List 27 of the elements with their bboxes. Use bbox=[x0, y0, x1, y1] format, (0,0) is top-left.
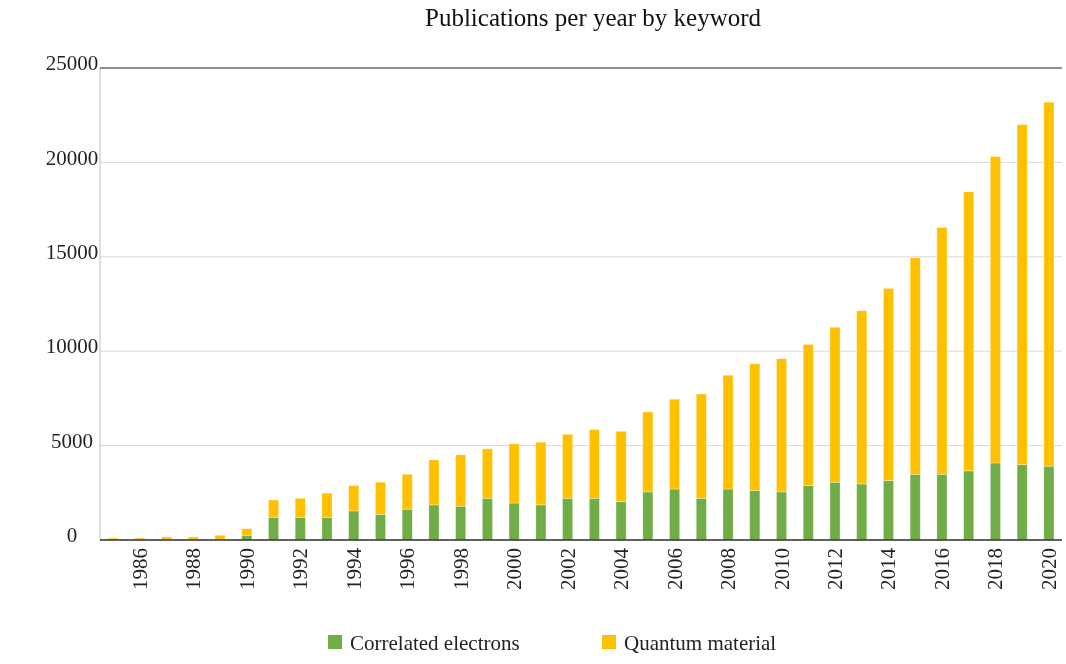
x-tick-label: 2006 bbox=[662, 548, 687, 590]
x-tick-label: 1996 bbox=[395, 548, 420, 590]
y-tick-label: 5000 bbox=[51, 428, 93, 453]
x-tick-label: 2014 bbox=[876, 547, 901, 590]
chart-title: Publications per year by keyword bbox=[424, 4, 762, 31]
x-tick-label: 1988 bbox=[181, 548, 206, 590]
x-tick-label: 2010 bbox=[769, 548, 794, 590]
y-tick-label: 20000 bbox=[45, 145, 99, 170]
x-tick-label: 2000 bbox=[502, 548, 527, 590]
x-tick-label: 1992 bbox=[288, 548, 313, 590]
y-tick-label: 10000 bbox=[45, 334, 99, 359]
x-tick-label: 1998 bbox=[448, 548, 473, 590]
x-tick-label: 2018 bbox=[983, 548, 1008, 590]
x-tick-label: 2008 bbox=[716, 548, 741, 590]
x-tick-label: 2004 bbox=[609, 547, 634, 590]
x-tick-label: 2012 bbox=[823, 548, 847, 590]
x-tick-label: 1990 bbox=[234, 548, 259, 590]
x-tick-label: 2002 bbox=[555, 548, 580, 590]
x-tick-label: 2020 bbox=[1036, 548, 1061, 590]
x-tick-label: 2016 bbox=[929, 548, 954, 590]
y-tick-label: 0 bbox=[66, 523, 78, 548]
x-tick-label: 1994 bbox=[341, 547, 366, 590]
y-tick-label: 15000 bbox=[45, 239, 99, 264]
legend-label: Correlated electrons bbox=[350, 631, 520, 655]
legend-label: Quantum material bbox=[624, 631, 777, 655]
x-tick-label: 1986 bbox=[127, 548, 152, 590]
y-tick-label: 25000 bbox=[45, 51, 99, 76]
